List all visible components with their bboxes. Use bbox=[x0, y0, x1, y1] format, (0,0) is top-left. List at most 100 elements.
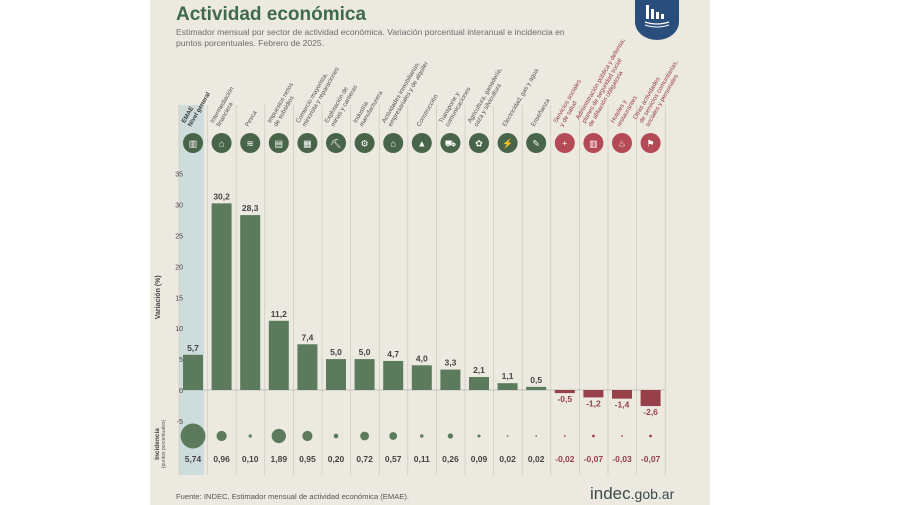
icon-glyph: ⌂ bbox=[390, 139, 395, 149]
bar-value-label: 28,3 bbox=[242, 203, 259, 213]
y-tick-label: 10 bbox=[175, 326, 183, 333]
real-estate-icon bbox=[383, 133, 404, 153]
bar bbox=[354, 359, 375, 390]
incidence-value-label: 0,72 bbox=[356, 454, 373, 464]
incidence-bubble bbox=[360, 431, 370, 441]
bar-value-label: -1,4 bbox=[615, 400, 630, 410]
website-link[interactable]: indec.gob.ar bbox=[590, 484, 674, 504]
icon-glyph: ▦ bbox=[303, 139, 312, 149]
incidence-bubble bbox=[592, 434, 595, 438]
category-label: Enseñanza bbox=[530, 97, 552, 128]
construction-icon bbox=[411, 133, 432, 153]
bar-value-label: 11,2 bbox=[271, 309, 287, 319]
icon-glyph: ✎ bbox=[532, 139, 540, 149]
incidence-value-label: 0,96 bbox=[213, 454, 230, 464]
services-icon bbox=[640, 133, 661, 153]
utilities-icon bbox=[497, 133, 518, 153]
bar bbox=[554, 390, 575, 394]
category-label: Pesca bbox=[244, 109, 259, 128]
incidence-bubble bbox=[649, 434, 652, 438]
icon-glyph: ⛟ bbox=[445, 139, 456, 149]
incidence-value-label: 0,02 bbox=[499, 454, 516, 464]
incidence-bubble bbox=[302, 430, 313, 442]
agriculture-icon bbox=[469, 133, 489, 153]
bar bbox=[383, 360, 404, 390]
category-label-line: Pesca bbox=[244, 109, 259, 128]
y-axis-label: Variación (%) bbox=[155, 275, 162, 319]
incidence-bubble bbox=[420, 434, 424, 438]
category-label: Administración pública y defensa;planes … bbox=[575, 37, 627, 128]
bar bbox=[497, 383, 518, 390]
icon-glyph: ⌂ bbox=[219, 139, 224, 149]
y-tick-label: 0 bbox=[179, 388, 183, 395]
incidence-value-label: -0,03 bbox=[612, 454, 632, 464]
website-domain: .gob.ar bbox=[630, 486, 675, 502]
bar bbox=[297, 344, 318, 390]
category-label-line: Actividades inmobiliarias, bbox=[381, 60, 422, 124]
incidence-value-label: 0,95 bbox=[299, 454, 316, 464]
incidence-bubble bbox=[333, 433, 339, 439]
bar-value-label: -2,6 bbox=[643, 407, 658, 417]
incidence-value-label: 0,20 bbox=[328, 454, 345, 464]
incidence-value-label: 0,02 bbox=[528, 454, 545, 464]
icon-glyph: ≋ bbox=[246, 139, 254, 149]
incidence-value-label: -0,07 bbox=[584, 454, 604, 464]
bar bbox=[183, 354, 203, 390]
website-main: indec bbox=[590, 484, 631, 503]
bar-value-label: 1,1 bbox=[502, 371, 514, 381]
page-title: Actividad económica bbox=[176, 4, 367, 25]
education-icon bbox=[526, 133, 547, 153]
industry-icon bbox=[354, 133, 375, 153]
incidence-bubble bbox=[477, 434, 481, 438]
government-icon bbox=[583, 133, 604, 153]
emae-icon bbox=[183, 133, 203, 153]
y-tick-label: 25 bbox=[175, 234, 183, 241]
fishing-icon bbox=[240, 133, 261, 153]
bar bbox=[612, 390, 632, 399]
incidence-value-label: 0,11 bbox=[414, 454, 430, 464]
incidence-label: Incidencia bbox=[154, 428, 161, 460]
icon-glyph: + bbox=[562, 139, 567, 149]
bar-value-label: 4,7 bbox=[387, 349, 399, 359]
incidence-value-label: 0,26 bbox=[442, 454, 459, 464]
icon-glyph: ⚙ bbox=[361, 139, 369, 149]
y-tick-label: 15 bbox=[175, 295, 183, 302]
y-tick-label: 35 bbox=[175, 172, 183, 179]
incidence-bubble bbox=[447, 433, 454, 439]
bar bbox=[211, 203, 232, 390]
bar bbox=[440, 369, 461, 390]
incidence-bubble bbox=[248, 434, 252, 438]
icon-glyph: ▥ bbox=[189, 139, 198, 149]
mining-icon bbox=[326, 133, 346, 153]
health-icon bbox=[554, 133, 575, 153]
incidence-value-label: -0,02 bbox=[555, 454, 575, 464]
bank-icon bbox=[211, 133, 232, 153]
bar bbox=[583, 390, 604, 398]
bar-value-label: -0,5 bbox=[557, 394, 572, 404]
bar bbox=[640, 390, 661, 407]
bar bbox=[240, 215, 261, 390]
incidence-bubble bbox=[506, 435, 509, 437]
taxes-icon bbox=[268, 133, 289, 153]
category-label-line: Enseñanza bbox=[530, 97, 552, 128]
y-tick-label: 20 bbox=[175, 264, 183, 271]
incidence-value-label: 0,09 bbox=[471, 454, 488, 464]
commerce-icon bbox=[297, 133, 318, 153]
incidence-value-label: 0,57 bbox=[385, 454, 402, 464]
hotel-icon bbox=[612, 133, 632, 153]
y-tick-label: 5 bbox=[179, 357, 183, 364]
bar-value-label: -1,2 bbox=[586, 398, 601, 408]
chart: -5 0 5 10 15 20 25 30 35 Variación (%) Incidencia(… bbox=[154, 37, 680, 475]
bar-value-label: 3,3 bbox=[444, 358, 456, 368]
bar bbox=[268, 320, 289, 390]
incidence-value-label: 1,89 bbox=[271, 454, 288, 464]
bar-value-label: 4,0 bbox=[416, 353, 428, 363]
bar-value-label: 30,2 bbox=[213, 191, 230, 201]
incidence-bubble bbox=[621, 435, 623, 437]
bar-value-label: 0,5 bbox=[530, 375, 542, 385]
bar bbox=[326, 359, 346, 390]
